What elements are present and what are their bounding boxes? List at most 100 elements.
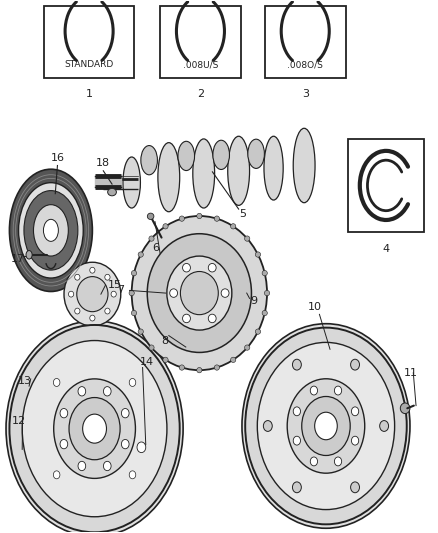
Ellipse shape (334, 386, 342, 395)
Ellipse shape (75, 308, 80, 314)
Text: 3: 3 (302, 90, 309, 100)
Ellipse shape (314, 412, 337, 440)
Ellipse shape (183, 263, 191, 272)
Ellipse shape (163, 224, 168, 229)
Ellipse shape (131, 310, 137, 316)
Ellipse shape (230, 224, 236, 229)
Ellipse shape (22, 341, 167, 517)
Text: 2: 2 (197, 90, 204, 100)
Ellipse shape (178, 141, 194, 171)
Ellipse shape (208, 314, 216, 322)
Ellipse shape (33, 205, 68, 256)
Ellipse shape (262, 310, 267, 316)
Ellipse shape (129, 471, 136, 479)
Text: STANDARD: STANDARD (64, 60, 114, 69)
Ellipse shape (158, 143, 180, 212)
Ellipse shape (105, 274, 110, 280)
Text: 12: 12 (12, 416, 26, 426)
Ellipse shape (293, 359, 301, 370)
Ellipse shape (264, 136, 283, 200)
Ellipse shape (193, 139, 215, 208)
Ellipse shape (380, 421, 389, 431)
Ellipse shape (53, 378, 60, 386)
Text: 15: 15 (108, 280, 122, 290)
Bar (265, 6, 346, 78)
Ellipse shape (103, 462, 111, 471)
Ellipse shape (18, 183, 83, 278)
Ellipse shape (230, 357, 236, 362)
Ellipse shape (64, 262, 121, 326)
Bar (348, 139, 424, 232)
Ellipse shape (400, 403, 410, 414)
Ellipse shape (137, 442, 146, 453)
Ellipse shape (141, 146, 157, 175)
Ellipse shape (138, 252, 143, 257)
Ellipse shape (90, 267, 95, 273)
Ellipse shape (197, 213, 202, 219)
Text: 18: 18 (96, 158, 110, 168)
Ellipse shape (123, 157, 141, 208)
Text: 14: 14 (140, 357, 154, 367)
Ellipse shape (111, 291, 116, 297)
Ellipse shape (214, 365, 219, 370)
Ellipse shape (108, 188, 117, 196)
Ellipse shape (197, 368, 202, 373)
Ellipse shape (228, 136, 250, 205)
Ellipse shape (77, 277, 108, 312)
Ellipse shape (208, 263, 216, 272)
Ellipse shape (244, 345, 250, 350)
Ellipse shape (147, 213, 154, 220)
Ellipse shape (265, 290, 270, 296)
Ellipse shape (180, 271, 218, 314)
Text: .008U/S: .008U/S (183, 60, 218, 69)
Text: 5: 5 (240, 209, 247, 220)
Ellipse shape (263, 421, 272, 431)
Ellipse shape (242, 324, 410, 528)
Text: .008O/S: .008O/S (287, 60, 323, 69)
Ellipse shape (167, 256, 232, 330)
Ellipse shape (213, 140, 230, 169)
Ellipse shape (350, 359, 360, 370)
Ellipse shape (105, 308, 110, 314)
Ellipse shape (149, 345, 154, 350)
Text: 13: 13 (18, 376, 32, 386)
Ellipse shape (75, 274, 80, 280)
Ellipse shape (129, 378, 136, 386)
Ellipse shape (103, 386, 111, 396)
Ellipse shape (244, 236, 250, 241)
Ellipse shape (179, 216, 184, 221)
Ellipse shape (43, 220, 58, 241)
Ellipse shape (149, 236, 154, 241)
Ellipse shape (60, 408, 68, 418)
Ellipse shape (121, 408, 129, 418)
Ellipse shape (350, 482, 360, 492)
Ellipse shape (26, 251, 32, 259)
Ellipse shape (53, 471, 60, 479)
Ellipse shape (183, 314, 191, 322)
Ellipse shape (302, 397, 350, 456)
Ellipse shape (257, 342, 395, 510)
Ellipse shape (293, 436, 300, 445)
Ellipse shape (214, 216, 219, 221)
Text: 1: 1 (85, 90, 92, 100)
Ellipse shape (334, 457, 342, 466)
Ellipse shape (147, 234, 251, 352)
Text: 11: 11 (404, 368, 418, 378)
Ellipse shape (121, 439, 129, 449)
Ellipse shape (78, 462, 86, 471)
Ellipse shape (262, 270, 267, 276)
Ellipse shape (69, 398, 120, 460)
Ellipse shape (90, 315, 95, 321)
Ellipse shape (132, 216, 267, 370)
Ellipse shape (24, 191, 78, 270)
Ellipse shape (245, 328, 407, 524)
Ellipse shape (310, 457, 318, 466)
Ellipse shape (310, 386, 318, 395)
Ellipse shape (293, 407, 300, 416)
Ellipse shape (221, 289, 229, 297)
Ellipse shape (6, 321, 183, 533)
Ellipse shape (293, 128, 315, 203)
Ellipse shape (255, 329, 261, 334)
Ellipse shape (131, 270, 137, 276)
Ellipse shape (163, 357, 168, 362)
